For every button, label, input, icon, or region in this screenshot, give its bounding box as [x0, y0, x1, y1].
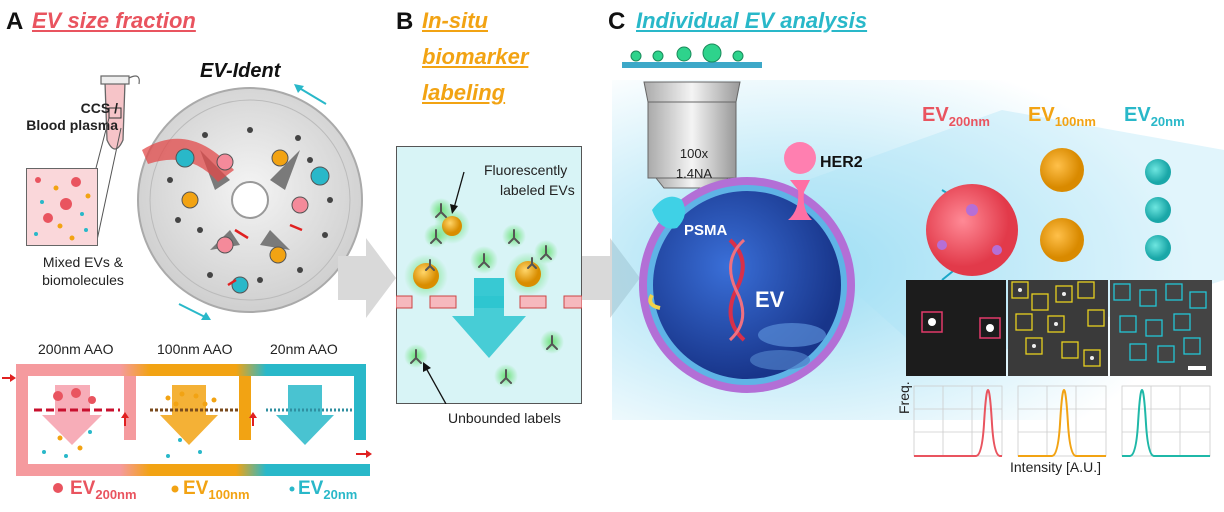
panel-c-letter: C: [608, 8, 626, 35]
aao-20-label: 20nm AAO: [270, 341, 338, 357]
her2-label: HER2: [820, 154, 863, 171]
mixed-label-1: Mixed EVs &: [42, 254, 124, 270]
ev-label: EV: [755, 287, 785, 312]
panel-c-title: Individual EV analysis: [636, 8, 868, 33]
panel-a-title: EV size fraction: [32, 8, 196, 33]
panel-b-title-1: In-situ: [422, 8, 488, 33]
fluor-label-1: Fluorescently: [484, 162, 568, 178]
panel-b-title-3: labeling: [422, 80, 506, 105]
panel-a-letter: A: [6, 8, 24, 35]
objective-na: 1.4NA: [675, 166, 713, 181]
size-header-100: EV100nm: [1028, 104, 1096, 129]
legend-ev-200: EV200nm: [70, 478, 137, 502]
rotate-arrow-top-icon: [294, 84, 327, 105]
intensity-histograms: [913, 385, 1211, 457]
labeling-chamber: [396, 146, 582, 404]
fluorescence-image-100: [1008, 280, 1108, 376]
device-name: EV-Ident: [200, 60, 281, 82]
freq-label: Freq.: [896, 381, 912, 414]
legend-ev-100: EV100nm: [183, 478, 250, 502]
aao-200-label: 200nm AAO: [38, 341, 114, 357]
size-header-20: EV20nm: [1124, 104, 1185, 129]
legend-dot-100: [171, 485, 179, 493]
unbound-label: Unbounded labels: [448, 410, 561, 426]
objective-mag: 100x: [679, 146, 709, 161]
size-header-200: EV200nm: [922, 104, 990, 129]
mixed-sample-box: [26, 168, 98, 246]
ev-ident-device: [137, 87, 363, 313]
flow-arrow-a-b: [338, 238, 396, 318]
rotate-arrow-bottom-icon: [178, 303, 211, 320]
sample-label-2: Blood plasma: [26, 117, 118, 133]
aao-filtration-diagram: [2, 364, 372, 476]
intensity-label: Intensity [A.U.]: [1010, 459, 1102, 475]
legend-dot-200: [53, 483, 63, 493]
fluor-label-2: labeled EVs: [500, 182, 575, 198]
fluorescence-image-200: [906, 280, 1006, 376]
psma-label: PSMA: [684, 222, 728, 239]
panel-b-title-2: biomarker: [422, 44, 529, 69]
fluorescence-image-20: [1110, 280, 1212, 376]
aao-100-label: 100nm AAO: [157, 341, 233, 357]
legend-ev-20: EV20nm: [298, 478, 358, 502]
panel-b-letter: B: [396, 8, 414, 35]
mixed-label-2: biomolecules: [42, 272, 124, 288]
flow-arrow-b-c: [582, 238, 640, 318]
zoom-lines: [95, 117, 122, 246]
legend-dot-20: [289, 486, 295, 492]
sample-label-1: CCS /: [80, 100, 118, 116]
